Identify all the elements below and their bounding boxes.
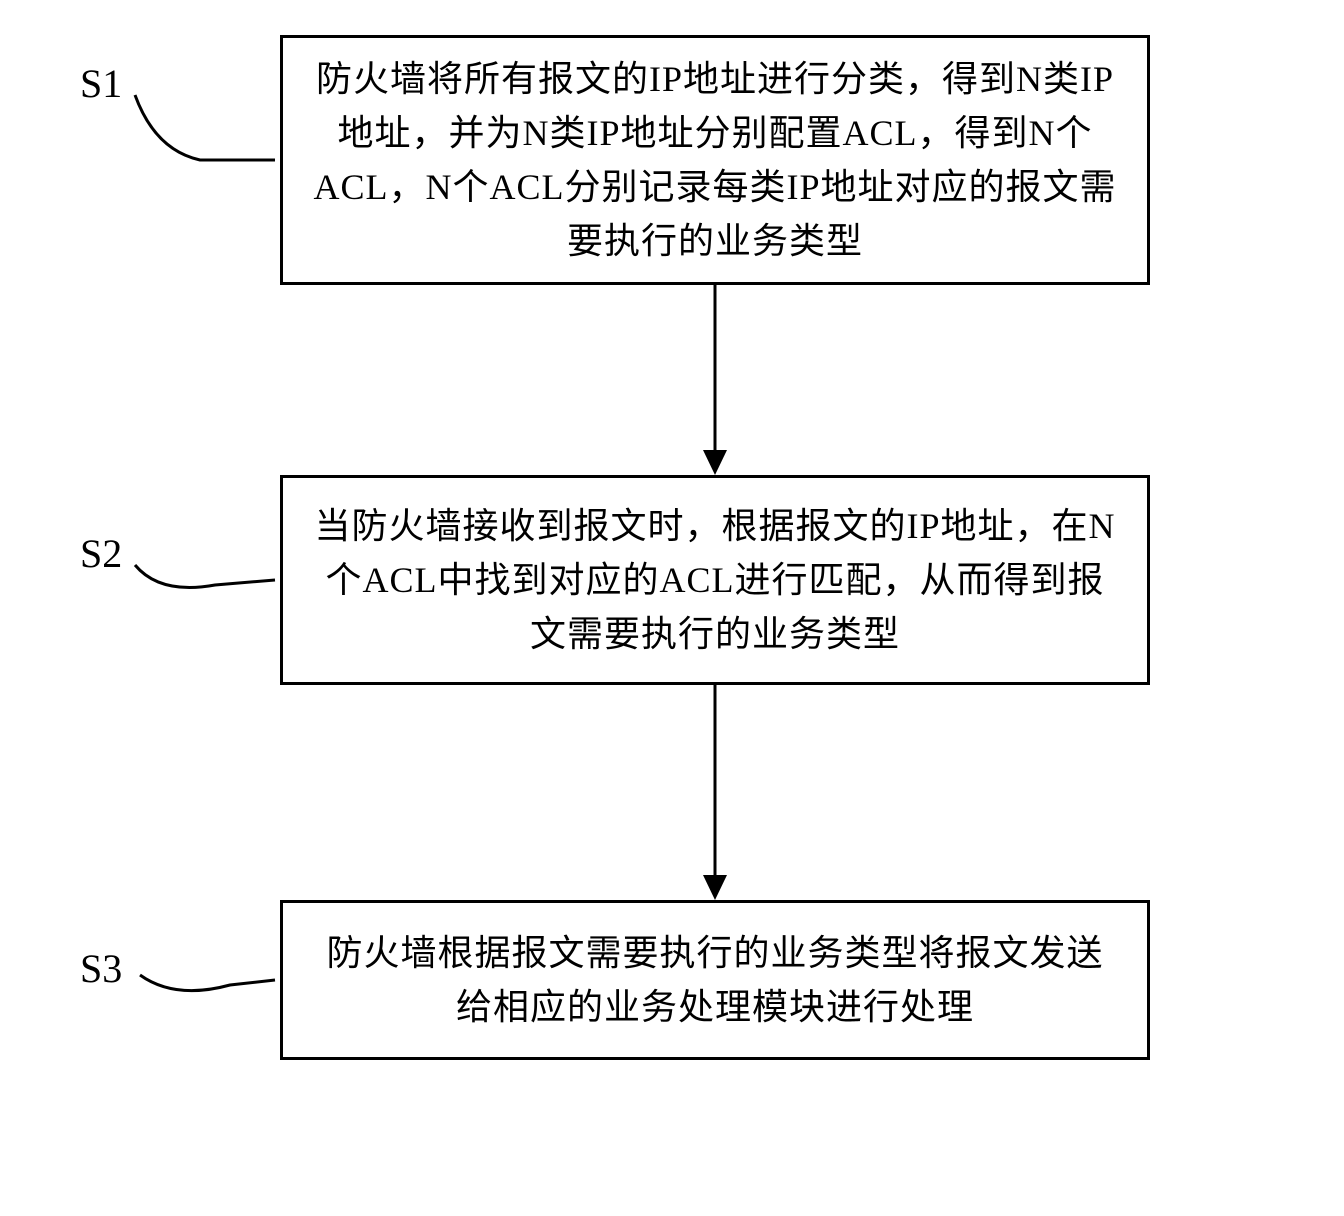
connector-s3 (0, 0, 300, 1100)
step-box-s3: 防火墙根据报文需要执行的业务类型将报文发送给相应的业务处理模块进行处理 (280, 900, 1150, 1060)
arrow-s1-s2 (690, 285, 740, 480)
arrow-s2-s3 (690, 685, 740, 905)
step-text-s1: 防火墙将所有报文的IP地址进行分类，得到N类IP地址，并为N类IP地址分别配置A… (313, 52, 1117, 268)
flowchart-container: S1 S2 S3 防火墙将所有报文的IP地址进行分类，得到N类IP地址，并为N类… (0, 0, 1344, 1216)
step-text-s2: 当防火墙接收到报文时，根据报文的IP地址，在N个ACL中找到对应的ACL进行匹配… (313, 499, 1117, 661)
step-box-s2: 当防火墙接收到报文时，根据报文的IP地址，在N个ACL中找到对应的ACL进行匹配… (280, 475, 1150, 685)
step-text-s3: 防火墙根据报文需要执行的业务类型将报文发送给相应的业务处理模块进行处理 (313, 926, 1117, 1034)
step-box-s1: 防火墙将所有报文的IP地址进行分类，得到N类IP地址，并为N类IP地址分别配置A… (280, 35, 1150, 285)
